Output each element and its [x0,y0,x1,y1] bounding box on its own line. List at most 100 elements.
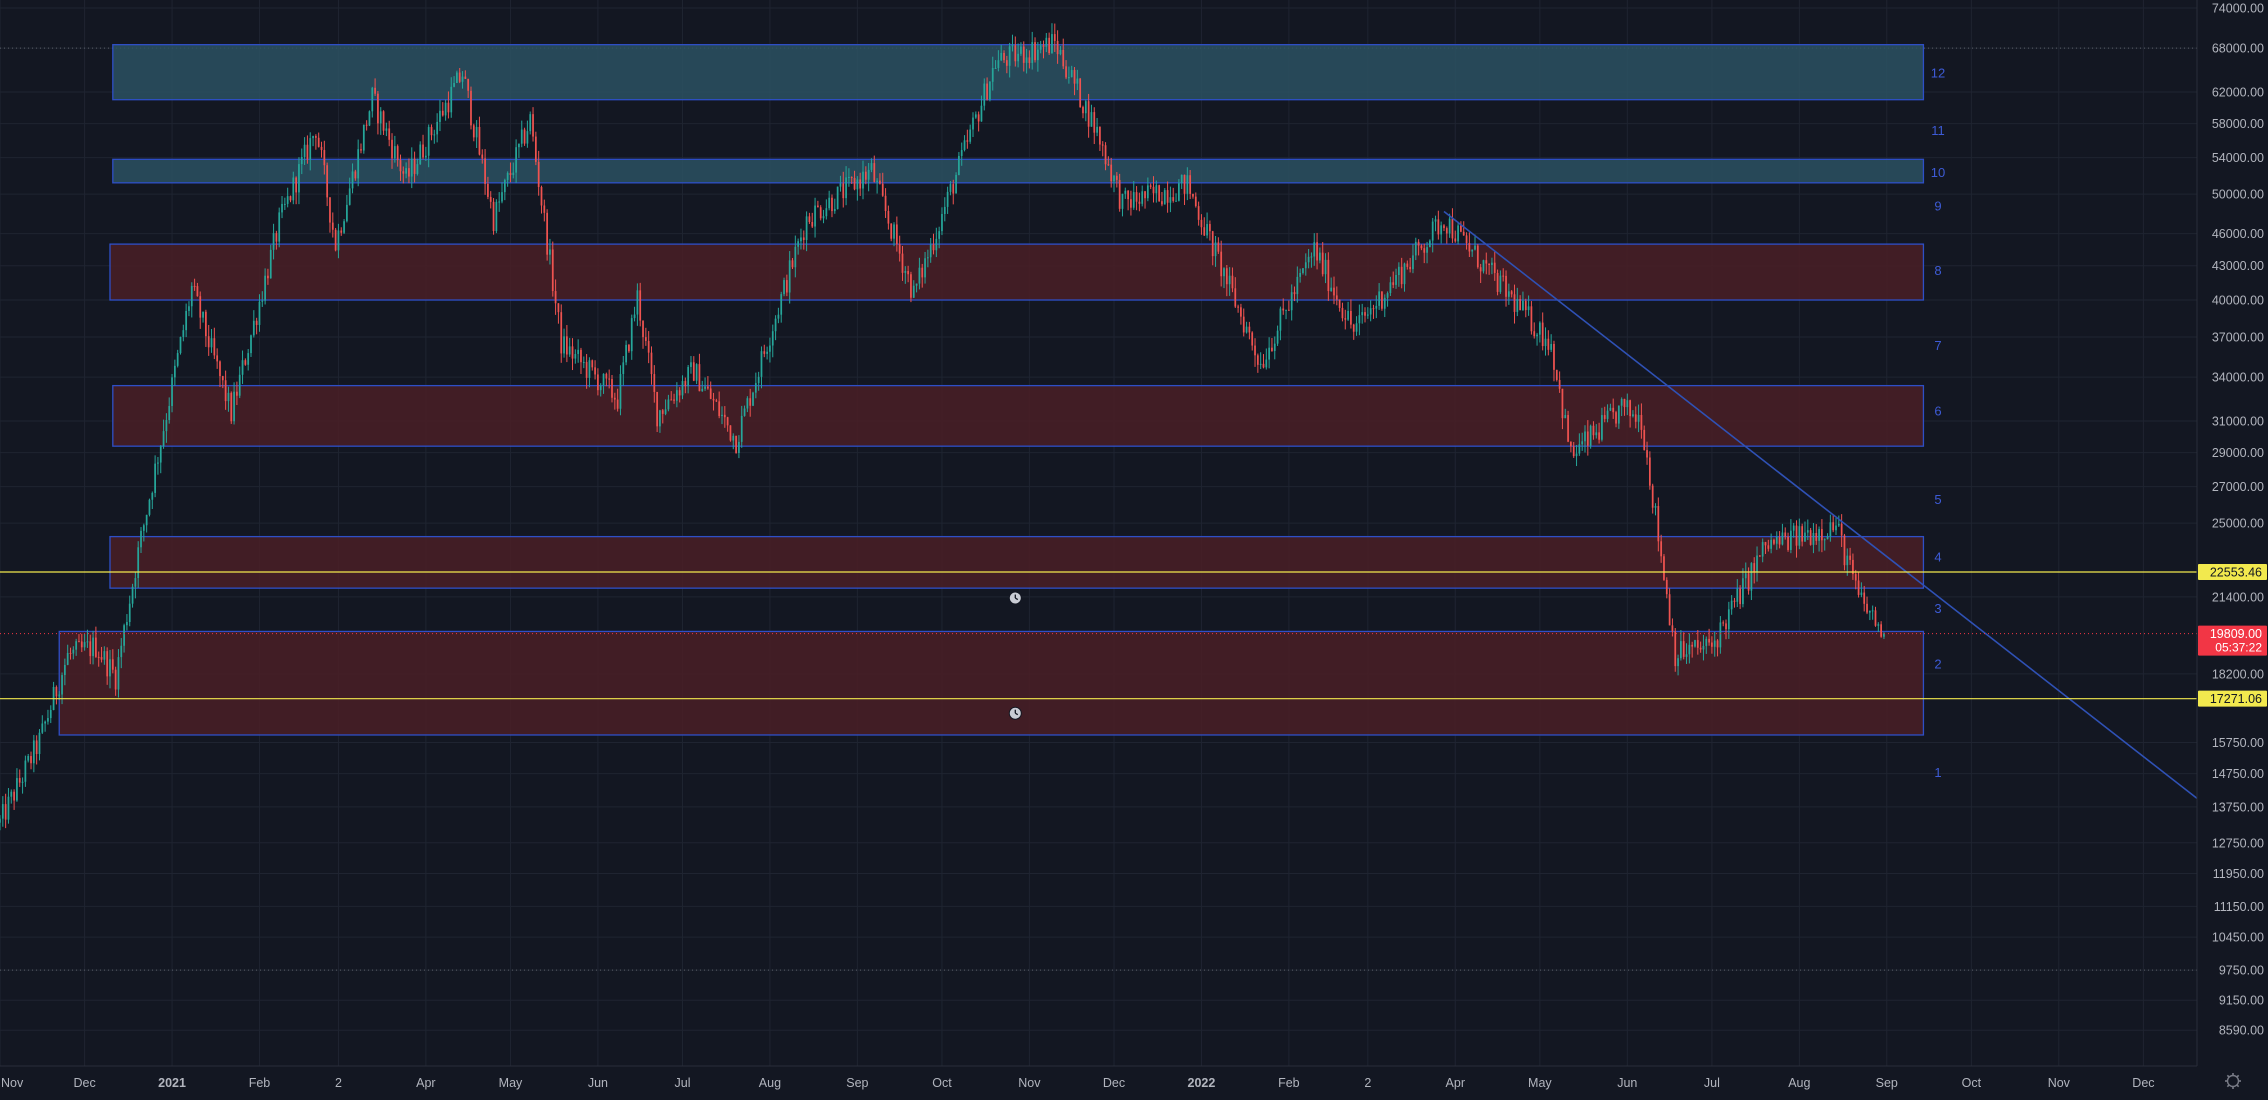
candle-body [625,344,627,363]
candle-body [142,525,145,531]
candle-body [261,300,264,302]
time-tick-label: Oct [1962,1076,1982,1090]
candle-body [929,244,932,258]
candle-body [997,60,1000,68]
candle-body [890,223,893,239]
candle-body [422,144,424,158]
candle-body [1113,175,1115,182]
candle-body [1231,275,1234,289]
candle-body [619,374,622,409]
candle-body [69,652,72,654]
candle-body [862,171,864,189]
candle-body [1829,522,1832,537]
candle-body [1175,200,1177,202]
candle-body [1617,405,1620,424]
candle-body [949,184,952,192]
candle-body [543,205,546,213]
price-tick-label: 40000.00 [2212,294,2264,308]
candle-body [396,146,399,161]
candle-body [1214,242,1217,257]
candle-body [571,346,574,359]
candle-body [357,149,360,179]
price-tick-label: 15750.00 [2212,736,2264,750]
candle-body [817,205,819,208]
candle-body [475,126,478,138]
candle-body [1603,415,1606,419]
settings-gear-tooth [2226,1084,2230,1088]
candle-body [983,83,986,106]
candle-body [752,392,754,406]
candle-body [963,140,966,151]
candle-body [1733,600,1736,602]
candle-body [456,72,458,83]
candle-body [41,723,44,733]
candle-body [1242,316,1245,333]
candle-body [783,280,785,295]
candle-body [1694,640,1696,647]
candle-body [1874,610,1877,626]
candle-body [1068,77,1070,79]
candle-body [1485,260,1488,264]
candle-body [55,686,58,697]
candle-body [726,417,729,426]
candle-body [1448,218,1451,234]
candle-body [1541,322,1544,347]
candle-body [1570,441,1572,447]
candle-body [1146,185,1149,199]
zone-number-label: 5 [1934,492,1941,507]
candle-body [173,365,176,378]
candle-body [309,138,312,160]
candle-body [1268,347,1271,360]
candle-body [1118,179,1121,209]
candle-body [1513,294,1516,312]
zone-box-6 [112,384,1925,447]
candle-body [1883,633,1885,637]
candle-body [966,140,969,142]
candle-body [1462,231,1465,236]
candle-body [1479,267,1482,272]
candle-body [825,208,828,217]
candle-body [952,184,955,194]
candle-body [991,67,994,82]
candle-body [1028,57,1031,63]
candle-body [1863,592,1866,604]
candle-body [1031,42,1034,63]
candle-body [1558,379,1561,389]
candle-body [1375,305,1378,309]
candle-body [721,414,723,417]
candle-body [1096,126,1098,133]
zone-box-4 [109,535,1925,589]
candle-body [151,492,154,500]
candle-body [1429,240,1431,248]
candle-body [1792,525,1795,531]
candle-body [921,267,924,278]
candle-body [1493,262,1496,273]
candle-body [639,290,642,321]
candle-body [1310,256,1313,258]
candle-body [1637,414,1640,422]
candle-body [859,179,862,189]
candle-body [1623,398,1626,408]
candle-body [481,154,484,159]
candle-body [111,659,114,670]
candle-body [1090,112,1093,127]
zone-number-label: 6 [1934,403,1941,418]
candle-body [766,351,768,354]
candle-body [337,230,340,251]
price-tick-label: 34000.00 [2212,371,2264,385]
candle-body [4,804,7,820]
candle-body [1304,262,1307,269]
candle-body [653,374,656,392]
level-price-badge: 22553.46 [2210,566,2262,580]
candle-body [162,431,165,447]
candle-body [1319,252,1321,261]
candle-body [1192,193,1194,197]
candle-body [1505,275,1507,297]
candle-body [870,163,873,170]
candle-body [980,105,983,122]
candle-body [1758,555,1761,557]
candle-body [515,147,517,173]
candle-body [21,781,24,783]
